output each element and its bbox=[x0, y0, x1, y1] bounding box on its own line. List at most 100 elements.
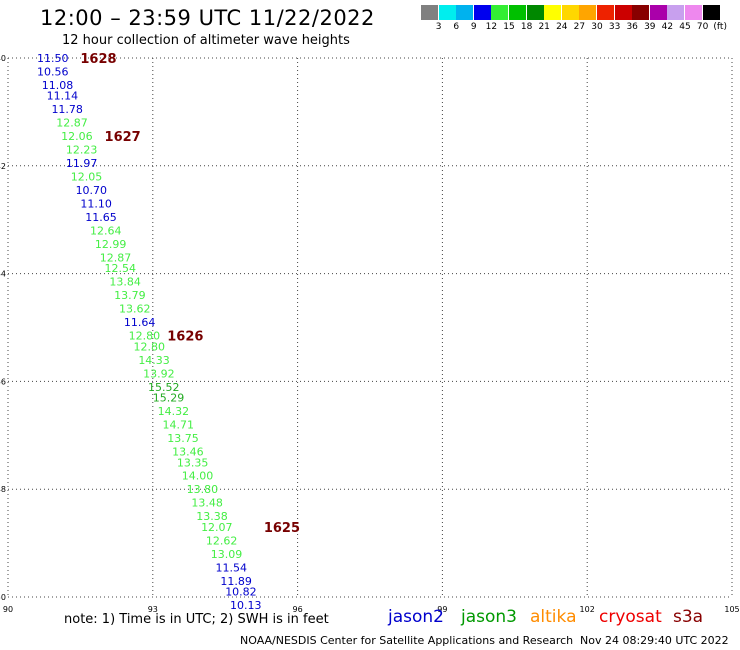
color-scale-tick: 12 bbox=[485, 22, 498, 32]
legend-jason3: jason3 bbox=[461, 607, 517, 627]
wave-height-point: 13.38 bbox=[196, 510, 228, 523]
wave-height-point: 10.56 bbox=[37, 65, 69, 78]
color-swatch bbox=[632, 5, 650, 20]
wave-height-point: 14.33 bbox=[138, 354, 170, 367]
x-tick-label: 105 bbox=[724, 605, 739, 614]
wave-height-point: 13.80 bbox=[187, 483, 219, 496]
color-swatch bbox=[597, 5, 614, 20]
legend-altika: altika bbox=[530, 607, 577, 627]
y-tick-label: -44 bbox=[0, 270, 6, 279]
color-scale-tick: 36 bbox=[626, 22, 638, 32]
wave-height-point: 12.23 bbox=[66, 144, 98, 157]
wave-height-point: 13.92 bbox=[143, 367, 175, 380]
wave-height-point: 12.05 bbox=[71, 171, 103, 184]
y-tick-label: -46 bbox=[0, 377, 6, 386]
wave-height-point: 11.64 bbox=[124, 316, 156, 329]
wave-height-point: 11.89 bbox=[220, 575, 252, 588]
color-swatch bbox=[509, 5, 526, 20]
color-scale-tick: 15 bbox=[503, 22, 515, 32]
wave-height-point: 13.84 bbox=[109, 276, 141, 289]
y-tick-label: -48 bbox=[0, 485, 6, 494]
wave-height-point: 13.79 bbox=[114, 289, 146, 302]
color-swatch bbox=[649, 5, 667, 20]
data-points: 11.5010.5611.0811.1411.7812.8712.0612.23… bbox=[37, 52, 262, 612]
wave-height-point: 13.35 bbox=[177, 456, 209, 469]
generated-timestamp: Nov 24 08:29:40 UTC 2022 bbox=[580, 634, 729, 647]
color-scale-tick: 42 bbox=[661, 22, 674, 32]
color-scale-tick: 9 bbox=[470, 22, 477, 32]
legend-s3a: s3a bbox=[673, 607, 704, 627]
x-tick-label: 96 bbox=[293, 605, 303, 614]
y-tick-label: -50 bbox=[0, 593, 6, 602]
wave-height-point: 11.10 bbox=[80, 198, 112, 211]
wave-height-point: 12.87 bbox=[100, 251, 132, 264]
pass-time-label: 1625 bbox=[264, 521, 300, 536]
color-scale-tick: 3 bbox=[435, 22, 442, 32]
pass-time-label: 1628 bbox=[80, 52, 116, 67]
grid bbox=[7, 57, 733, 598]
wave-height-point: 13.75 bbox=[167, 432, 199, 445]
chart-subtitle: 12 hour collection of altimeter wave hei… bbox=[62, 33, 350, 48]
wave-height-point: 11.08 bbox=[42, 79, 74, 92]
wave-height-point: 11.14 bbox=[47, 90, 79, 103]
wave-height-point: 14.32 bbox=[158, 405, 190, 418]
y-axis-labels: -40 -42 -44 -46 -48 -50 bbox=[0, 54, 6, 602]
wave-height-point: 13.48 bbox=[191, 497, 223, 510]
color-scale-tick: 33 bbox=[608, 22, 621, 32]
wave-height-point: 11.65 bbox=[85, 211, 117, 224]
pass-time-label: 1627 bbox=[105, 130, 141, 145]
x-tick-label: 90 bbox=[3, 605, 13, 614]
x-tick-label: 93 bbox=[148, 605, 158, 614]
color-swatch bbox=[702, 5, 720, 20]
credit-line: NOAA/NESDIS Center for Satellite Applica… bbox=[240, 634, 574, 647]
y-tick-label: -40 bbox=[0, 54, 6, 63]
chart-title: 12:00 – 23:59 UTC 11/22/2022 bbox=[40, 6, 375, 30]
wave-height-point: 11.97 bbox=[66, 157, 98, 170]
color-swatch bbox=[491, 5, 509, 20]
wave-height-point: 12.54 bbox=[105, 262, 136, 275]
wave-height-point: 11.54 bbox=[216, 561, 248, 574]
color-scale-tick: (ft) bbox=[713, 22, 727, 32]
x-axis-labels: 90 93 96 99 102 105 bbox=[3, 605, 740, 614]
legend-jason2: jason2 bbox=[388, 607, 444, 627]
wave-height-point: 13.09 bbox=[211, 548, 243, 561]
wave-height-point: 14.00 bbox=[182, 470, 214, 483]
y-tick-label: -42 bbox=[0, 162, 6, 171]
color-swatch bbox=[614, 5, 632, 20]
color-scale-tick: 45 bbox=[679, 22, 691, 32]
color-swatch bbox=[667, 5, 685, 20]
color-scale-tick: 6 bbox=[453, 22, 460, 32]
color-scale-tick: 24 bbox=[556, 22, 568, 32]
wave-height-point: 11.50 bbox=[37, 52, 69, 65]
x-tick-label: 102 bbox=[580, 605, 595, 614]
wave-height-point: 12.80 bbox=[129, 330, 161, 343]
color-scale-tick: 18 bbox=[520, 22, 533, 32]
pass-time-labels: 1628 1627 1626 1625 bbox=[80, 52, 300, 536]
color-scale-tick: 21 bbox=[538, 22, 550, 32]
wave-height-point: 10.82 bbox=[225, 586, 257, 599]
units-note: note: 1) Time is in UTC; 2) SWH is in fe… bbox=[64, 612, 329, 627]
color-swatch bbox=[473, 5, 491, 20]
color-scale-tick: 27 bbox=[573, 22, 586, 32]
wave-height-point: 12.87 bbox=[56, 117, 87, 130]
wave-height-point: 12.80 bbox=[133, 340, 165, 353]
color-swatch bbox=[685, 5, 702, 20]
pass-time-label: 1626 bbox=[167, 330, 203, 345]
wave-height-point: 10.70 bbox=[76, 184, 108, 197]
color-swatch bbox=[526, 5, 544, 20]
color-scale-tick: 70 bbox=[696, 22, 709, 32]
legend-cryosat: cryosat bbox=[599, 607, 662, 627]
color-scale-tick: 30 bbox=[591, 22, 603, 32]
x-tick-label: 99 bbox=[437, 605, 447, 614]
wave-height-point: 10.13 bbox=[230, 599, 262, 612]
wave-height-point: 12.62 bbox=[206, 534, 238, 547]
wave-height-point: 12.06 bbox=[61, 130, 93, 143]
color-swatch bbox=[579, 5, 597, 20]
color-swatch bbox=[456, 5, 474, 20]
color-swatch bbox=[421, 5, 438, 20]
color-swatch bbox=[544, 5, 562, 20]
wave-height-point: 12.64 bbox=[90, 224, 122, 237]
color-scale-tick: 39 bbox=[644, 22, 656, 32]
wave-height-point: 12.99 bbox=[95, 238, 127, 251]
